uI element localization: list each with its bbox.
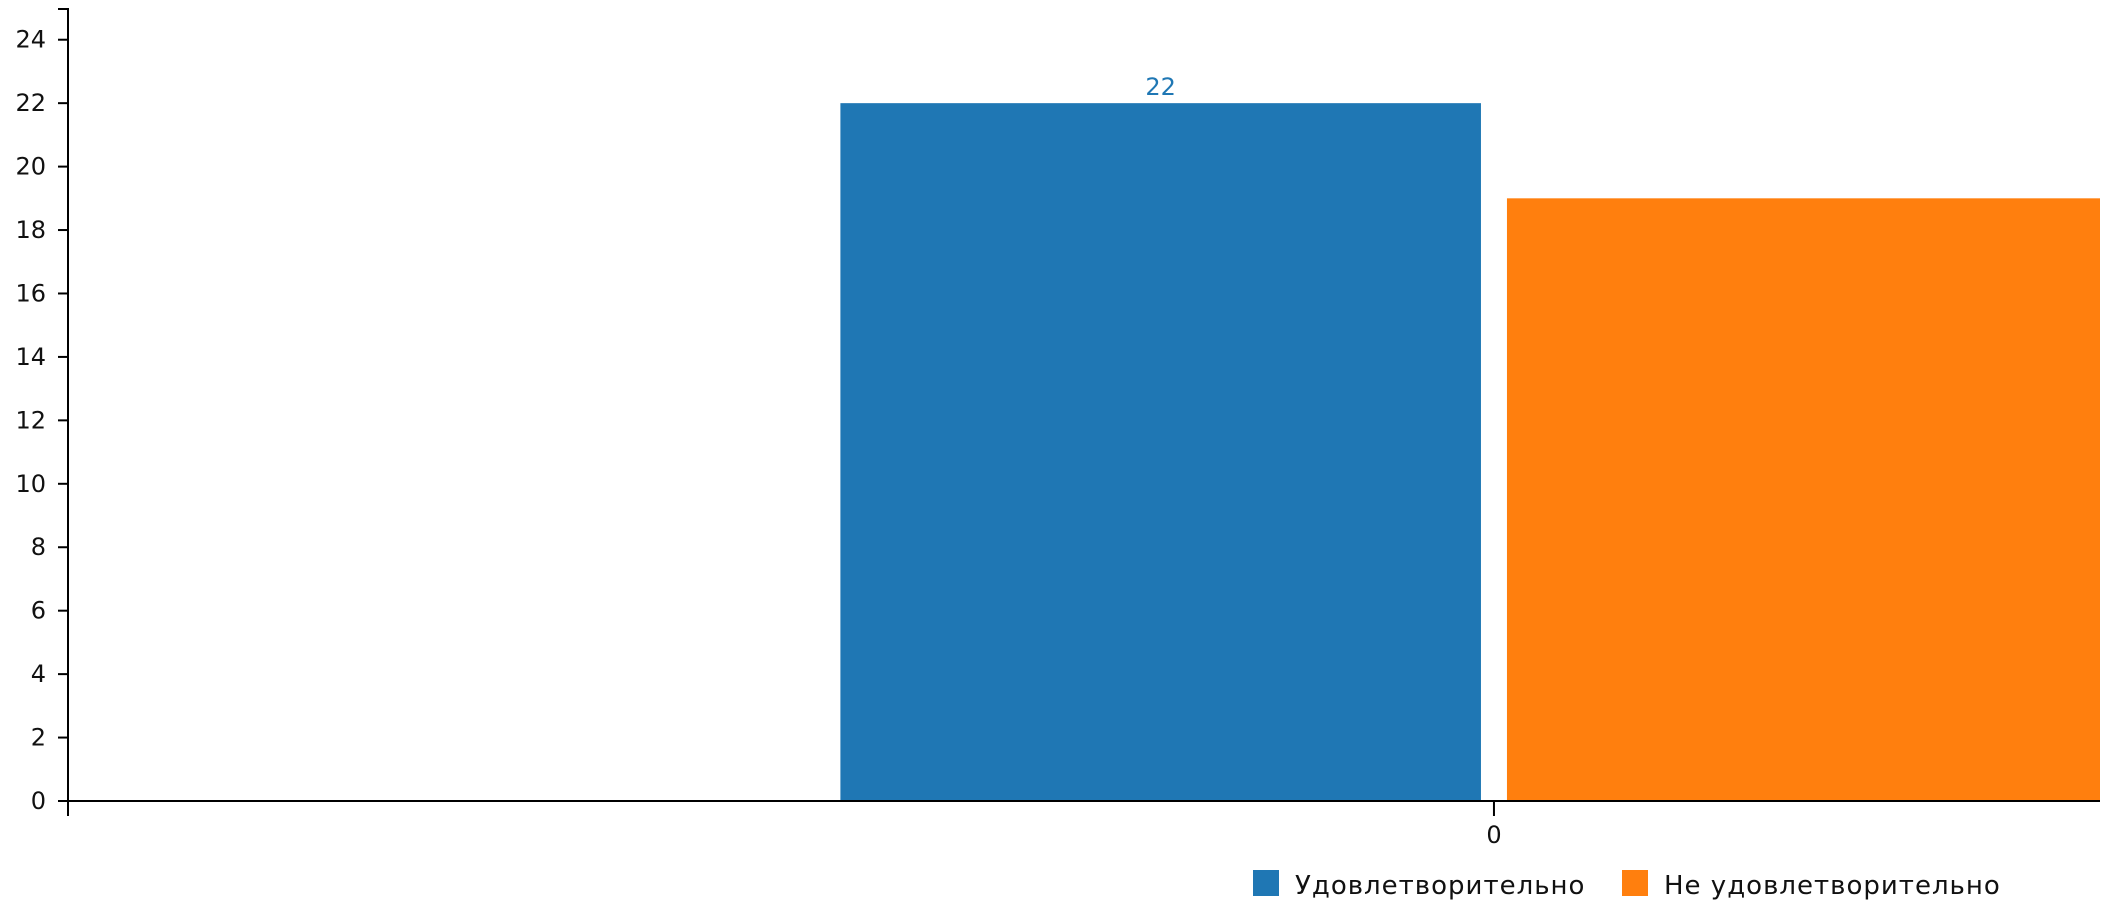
legend: Удовлетворительно Не удовлетворительно [1253, 870, 2001, 901]
y-tick-label: 8 [31, 533, 46, 561]
y-tick-label: 14 [15, 343, 46, 371]
y-tick-label: 4 [31, 660, 46, 688]
y-tick-label: 0 [31, 787, 46, 815]
y-tick-label: 20 [15, 153, 46, 181]
legend-label: Не удовлетворительно [1664, 871, 2001, 901]
y-tick-label: 18 [15, 216, 46, 244]
y-tick-label: 10 [15, 470, 46, 498]
y-tick-label: 6 [31, 597, 46, 625]
bar-series-2 [1506, 198, 2100, 801]
bars-group [840, 103, 2100, 801]
y-tick-label: 2 [31, 724, 46, 752]
y-tick-label: 24 [15, 26, 46, 54]
legend-swatch [1253, 870, 1279, 896]
legend-label: Удовлетворительно [1295, 871, 1585, 901]
data-label: 22 [1145, 73, 1176, 101]
data-labels-group: 22 [1145, 73, 1176, 101]
y-tick-label: 16 [15, 279, 46, 307]
bar-series-1 [840, 103, 1481, 801]
x-tick-label: 0 [1486, 821, 1501, 849]
y-tick-label: 12 [15, 406, 46, 434]
y-tick-label: 22 [15, 89, 46, 117]
legend-swatch [1622, 870, 1648, 896]
